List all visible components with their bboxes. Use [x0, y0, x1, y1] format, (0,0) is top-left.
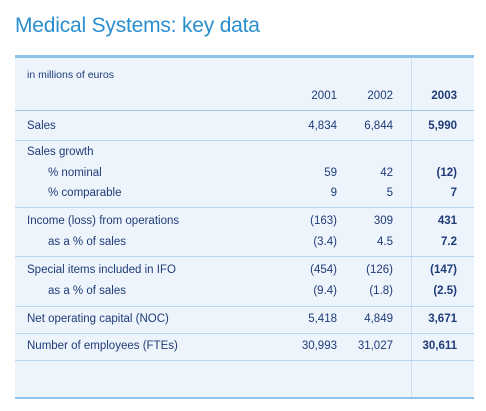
row-separator [15, 333, 474, 334]
row-separator [15, 306, 474, 307]
table-row: Sales 4,834 6,844 5,990 [15, 120, 474, 136]
row-label: Sales growth [27, 146, 94, 158]
key-data-table: in millions of euros 2001 2002 2003 Sale… [15, 55, 474, 399]
cell-2003: 3,671 [428, 313, 457, 325]
cell-2003: (147) [430, 264, 457, 276]
cell-2001: (9.4) [313, 285, 337, 297]
cell-2001: 30,993 [301, 340, 337, 352]
cell-2002: (126) [366, 264, 393, 276]
table-row: Number of employees (FTEs) 30,993 31,027… [15, 340, 474, 356]
year-header-2001: 2001 [311, 90, 337, 102]
cell-2002: (1.8) [369, 285, 393, 297]
row-label: % comparable [48, 187, 122, 199]
cell-2001: 4,834 [308, 120, 337, 132]
row-separator [15, 360, 474, 361]
row-label: as a % of sales [48, 285, 126, 297]
table-row: % nominal 59 42 (12) [15, 167, 474, 183]
cell-2003: 5,990 [428, 120, 457, 132]
row-label: Number of employees (FTEs) [27, 340, 178, 352]
row-separator [15, 207, 474, 208]
cell-2003: 30,611 [422, 340, 457, 352]
table-row: % comparable 9 5 7 [15, 187, 474, 203]
page-title: Medical Systems: key data [15, 14, 260, 37]
cell-2002: 4,849 [364, 313, 393, 325]
cell-2002: 5 [386, 187, 393, 199]
row-label: as a % of sales [48, 236, 126, 248]
table-row: as a % of sales (9.4) (1.8) (2.5) [15, 285, 474, 301]
row-label: Special items included in IFO [27, 264, 176, 276]
top-rule [15, 55, 474, 58]
cell-2003: 431 [437, 215, 457, 227]
cell-2001: (454) [310, 264, 337, 276]
bottom-rule [15, 397, 474, 399]
cell-2003: 7.2 [441, 236, 457, 248]
table-row: Net operating capital (NOC) 5,418 4,849 … [15, 313, 474, 329]
row-separator [15, 256, 474, 257]
table-row: as a % of sales (3.4) 4.5 7.2 [15, 236, 474, 252]
table-row: Special items included in IFO (454) (126… [15, 264, 474, 280]
cell-2001: 9 [330, 187, 337, 199]
row-separator [15, 140, 474, 141]
row-label: % nominal [48, 167, 102, 179]
row-label: Net operating capital (NOC) [27, 313, 169, 325]
units-label: in millions of euros [27, 69, 114, 81]
row-label: Sales [27, 120, 56, 132]
table-row: Income (loss) from operations (163) 309 … [15, 215, 474, 231]
row-label: Income (loss) from operations [27, 215, 180, 227]
cell-2003: (2.5) [433, 285, 457, 297]
cell-2003: 7 [450, 187, 457, 199]
column-divider [411, 58, 412, 397]
cell-2001: (3.4) [313, 236, 337, 248]
year-header-2002: 2002 [367, 90, 393, 102]
year-header-2003: 2003 [431, 90, 457, 102]
cell-2002: 309 [373, 215, 393, 227]
cell-2003: (12) [436, 167, 457, 179]
header-rule [15, 110, 474, 111]
cell-2002: 6,844 [364, 120, 393, 132]
cell-2001: 5,418 [308, 313, 337, 325]
cell-2001: 59 [324, 167, 337, 179]
cell-2002: 42 [380, 167, 393, 179]
cell-2002: 31,027 [357, 340, 393, 352]
cell-2001: (163) [310, 215, 337, 227]
table-row: Sales growth [15, 146, 474, 162]
cell-2002: 4.5 [377, 236, 393, 248]
